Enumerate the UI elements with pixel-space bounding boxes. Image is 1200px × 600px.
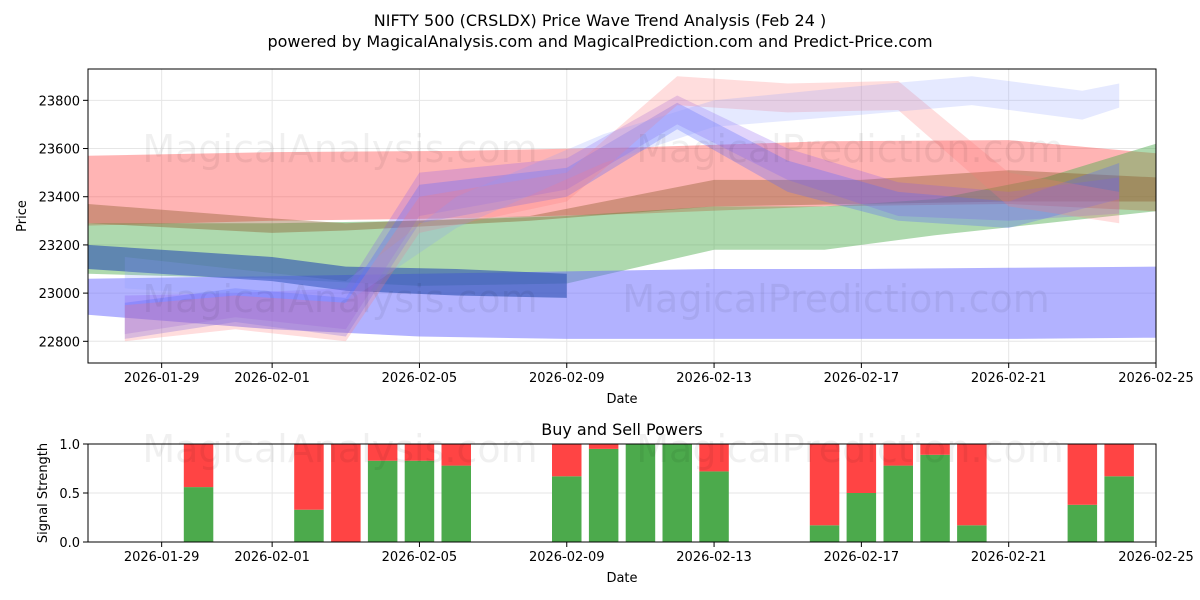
chart-subtitle: powered by MagicalAnalysis.com and Magic… — [267, 32, 932, 51]
price-band-purple-wave — [124, 95, 1120, 335]
buy-bar — [367, 460, 398, 542]
price-y-tick-label: 23800 — [39, 94, 80, 109]
price-band-light-blue-wave — [124, 76, 1120, 303]
signal-panel: Buy and Sell Powers MagicalAnalysis.com … — [36, 420, 1194, 586]
price-panel: MagicalAnalysis.com MagicalPrediction.co… — [15, 68, 1194, 407]
price-y-tick-label: 23200 — [39, 239, 80, 254]
buy-bar — [809, 525, 840, 542]
sell-bar — [846, 444, 877, 493]
signal-x-ticks: 2026-01-29 2026-02-01 2026-02-05 2026-02-09… — [124, 542, 1194, 565]
price-x-tick-label: 2026-02-01 — [234, 371, 310, 386]
price-y-tick-label: 22800 — [39, 335, 80, 350]
signal-x-tick-label: 2026-02-25 — [1118, 550, 1194, 565]
price-y-ticks: 22800 23000 23200 23400 23600 23800 — [39, 94, 88, 350]
buy-bar — [883, 465, 913, 542]
chart-title: NIFTY 500 (CRSLDX) Price Wave Trend Anal… — [374, 11, 826, 30]
watermark-prediction-3: MagicalPrediction.com — [636, 427, 1064, 471]
price-y-tick-label: 23600 — [39, 143, 80, 158]
signal-x-tick-label: 2026-01-29 — [124, 550, 200, 565]
sell-bar — [809, 444, 840, 526]
price-y-tick-label: 23000 — [39, 287, 80, 302]
signal-title: Buy and Sell Powers — [541, 420, 703, 439]
signal-x-tick-label: 2026-02-09 — [529, 550, 605, 565]
price-band-blue-wave — [124, 102, 1120, 339]
buy-bar — [552, 476, 582, 542]
price-x-tick-label: 2026-02-21 — [971, 371, 1047, 386]
price-x-tick-label: 2026-01-29 — [124, 371, 200, 386]
sell-bar — [183, 444, 214, 488]
buy-bar — [957, 525, 987, 542]
sell-bar — [331, 444, 361, 542]
price-x-ticks: 2026-01-29 2026-02-01 2026-02-05 2026-02-09… — [124, 363, 1194, 386]
buy-bar — [699, 471, 729, 542]
price-x-tick-label: 2026-02-09 — [529, 371, 605, 386]
sell-bar — [1067, 444, 1098, 505]
price-x-label: Date — [606, 392, 637, 407]
buy-bar — [662, 444, 692, 542]
sell-bar — [588, 444, 619, 449]
signal-x-tick-label: 2026-02-05 — [382, 550, 458, 565]
signal-y-ticks: 0.0 0.5 1.0 — [59, 438, 88, 551]
buy-bar — [625, 444, 656, 542]
watermark-analysis: MagicalAnalysis.com — [142, 127, 537, 171]
signal-x-tick-label: 2026-02-13 — [676, 550, 752, 565]
price-band-brown-band — [88, 170, 1156, 233]
sell-bar — [404, 444, 435, 461]
price-y-tick-label: 23400 — [39, 191, 80, 206]
price-band-red-wave — [124, 76, 1120, 342]
price-axes-frame — [87, 68, 1157, 364]
signal-bars — [183, 444, 1134, 542]
signal-x-tick-label: 2026-02-01 — [234, 550, 310, 565]
watermark-analysis-3: MagicalAnalysis.com — [142, 427, 537, 471]
price-y-label: Price — [15, 200, 30, 232]
signal-y-tick-label: 0.0 — [59, 536, 80, 551]
buy-bar — [183, 487, 214, 542]
buy-bar — [294, 509, 324, 542]
buy-bar — [1104, 476, 1134, 542]
price-band-wide-red-band — [88, 140, 1156, 226]
signal-x-tick-label: 2026-02-21 — [971, 550, 1047, 565]
buy-bar — [588, 448, 619, 542]
price-x-tick-label: 2026-02-25 — [1118, 371, 1194, 386]
sell-bar — [699, 444, 729, 472]
sell-bar — [920, 444, 950, 455]
signal-x-label: Date — [606, 571, 637, 586]
buy-bar — [1067, 504, 1098, 542]
watermark-prediction: MagicalPrediction.com — [636, 127, 1064, 171]
signal-y-tick-label: 1.0 — [59, 438, 80, 453]
signal-y-tick-label: 0.5 — [59, 487, 80, 502]
price-x-tick-label: 2026-02-05 — [382, 371, 458, 386]
sell-bar — [552, 444, 582, 477]
watermark-prediction-2: MagicalPrediction.com — [622, 277, 1050, 321]
buy-bar — [846, 493, 877, 542]
price-bands — [88, 76, 1156, 342]
buy-bar — [441, 465, 471, 542]
signal-x-tick-label: 2026-02-17 — [824, 550, 900, 565]
sell-bar — [294, 444, 324, 510]
signal-y-label: Signal Strength — [36, 443, 51, 543]
sell-bar — [1104, 444, 1134, 477]
sell-bar — [441, 444, 471, 466]
price-band-green-band — [88, 143, 1156, 286]
sell-bar — [957, 444, 987, 526]
price-x-tick-label: 2026-02-13 — [676, 371, 752, 386]
buy-bar — [920, 454, 950, 542]
sell-bar — [367, 444, 398, 461]
sell-bar — [883, 444, 913, 466]
buy-bar — [404, 460, 435, 542]
price-band-dark-blue-band — [88, 244, 567, 298]
watermark-analysis-2: MagicalAnalysis.com — [142, 277, 537, 321]
price-x-tick-label: 2026-02-17 — [824, 371, 900, 386]
